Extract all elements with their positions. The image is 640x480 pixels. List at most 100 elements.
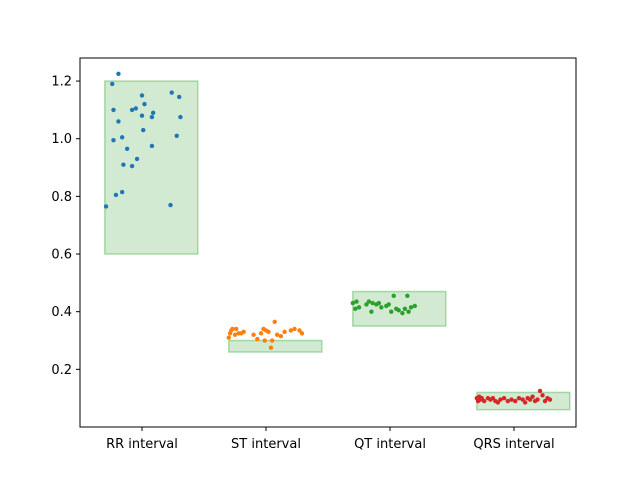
point-rr-interval <box>141 127 146 133</box>
point-rr-interval <box>178 114 183 120</box>
point-rr-interval <box>133 106 138 111</box>
point-qrs-interval <box>482 398 487 404</box>
point-rr-interval <box>111 107 116 113</box>
point-st-interval <box>258 331 264 336</box>
point-rr-interval <box>139 113 145 118</box>
point-st-interval <box>255 336 260 342</box>
point-qrs-interval <box>495 400 501 405</box>
point-rr-interval <box>124 146 130 152</box>
point-rr-interval <box>169 90 174 95</box>
point-qt-interval <box>376 300 382 306</box>
point-qt-interval <box>412 303 417 309</box>
point-rr-interval <box>139 93 145 98</box>
point-qt-interval <box>370 300 375 306</box>
point-st-interval <box>292 326 297 332</box>
point-qt-interval <box>386 302 391 307</box>
point-qt-interval <box>353 306 358 312</box>
point-qt-interval <box>405 293 410 299</box>
point-st-interval <box>288 328 293 333</box>
point-qrs-interval <box>501 395 507 401</box>
point-qt-interval <box>389 309 394 314</box>
point-rr-interval <box>142 101 147 107</box>
point-rr-interval <box>110 81 115 87</box>
point-rr-interval <box>168 202 173 208</box>
normal-range-rr-interval <box>104 80 199 255</box>
point-rr-interval <box>119 135 125 140</box>
point-qt-interval <box>364 302 369 307</box>
y-tick-label: 0.8 <box>51 190 72 205</box>
point-st-interval <box>274 332 280 337</box>
point-st-interval <box>272 319 277 324</box>
point-qt-interval <box>391 293 396 299</box>
point-qt-interval <box>396 308 401 313</box>
point-qrs-interval <box>540 393 545 398</box>
y-tick-label: 1.2 <box>51 75 72 90</box>
point-qrs-interval <box>513 398 518 404</box>
point-rr-interval <box>116 71 121 77</box>
data-points-group <box>103 71 553 405</box>
point-rr-interval <box>134 156 140 162</box>
point-st-interval <box>299 331 305 336</box>
point-qt-interval <box>406 309 411 314</box>
point-rr-interval <box>149 114 155 120</box>
point-st-interval <box>297 328 302 333</box>
point-qrs-interval <box>490 395 496 401</box>
x-axis: RR interval ST interval QT interval QRS int… <box>106 427 555 452</box>
point-st-interval <box>262 338 267 343</box>
y-tick-label: 0.2 <box>51 363 72 378</box>
point-st-interval <box>266 329 271 335</box>
point-qrs-interval <box>537 388 543 394</box>
point-rr-interval <box>103 204 109 209</box>
point-st-interval <box>232 332 238 337</box>
x-tick-label-qrs-interval: QRS interval <box>473 437 554 452</box>
point-st-interval <box>251 332 256 337</box>
normal-range-st-interval <box>228 339 323 353</box>
point-qrs-interval <box>505 398 510 404</box>
point-qt-interval <box>354 299 359 304</box>
point-rr-interval <box>149 143 155 149</box>
point-rr-interval <box>111 137 116 143</box>
x-tick-label-rr-interval: RR interval <box>106 437 178 452</box>
point-qrs-interval <box>509 397 514 402</box>
point-qt-interval <box>356 305 362 310</box>
point-qt-interval <box>366 299 372 304</box>
point-qt-interval <box>369 309 374 314</box>
point-st-interval <box>282 329 287 335</box>
point-qt-interval <box>408 305 414 310</box>
point-qt-interval <box>402 306 408 312</box>
y-tick-label: 0.4 <box>51 305 72 320</box>
point-st-interval <box>226 335 231 340</box>
point-rr-interval <box>177 94 182 100</box>
normal-range-qt-interval <box>352 290 447 327</box>
point-rr-interval <box>129 107 135 113</box>
y-axis: 0.2 0.4 0.6 0.8 1.0 1.2 <box>51 75 80 378</box>
point-rr-interval <box>129 163 135 169</box>
point-rr-interval <box>113 192 119 198</box>
point-qrs-interval <box>522 400 528 405</box>
plot-frame <box>79 57 577 428</box>
point-rr-interval <box>121 162 126 167</box>
point-qrs-interval <box>547 397 553 402</box>
point-qrs-interval <box>498 397 503 402</box>
point-rr-interval <box>116 119 121 124</box>
point-qrs-interval <box>516 395 522 401</box>
point-st-interval <box>234 326 239 332</box>
point-qrs-interval <box>530 394 535 399</box>
point-qrs-interval <box>520 397 525 402</box>
point-rr-interval <box>150 110 156 115</box>
x-tick-label-qt-interval: QT interval <box>354 437 426 452</box>
point-st-interval <box>278 333 284 339</box>
y-tick-label: 1.0 <box>51 132 72 147</box>
point-qrs-interval <box>535 397 540 402</box>
point-qrs-interval <box>527 397 533 402</box>
point-qrs-interval <box>542 398 548 404</box>
point-qt-interval <box>350 300 355 306</box>
point-rr-interval <box>174 133 179 139</box>
point-qt-interval <box>379 305 384 310</box>
point-qrs-interval <box>479 395 484 401</box>
point-st-interval <box>268 345 274 350</box>
point-st-interval <box>230 326 235 332</box>
point-st-interval <box>270 338 275 343</box>
point-st-interval <box>241 329 246 335</box>
